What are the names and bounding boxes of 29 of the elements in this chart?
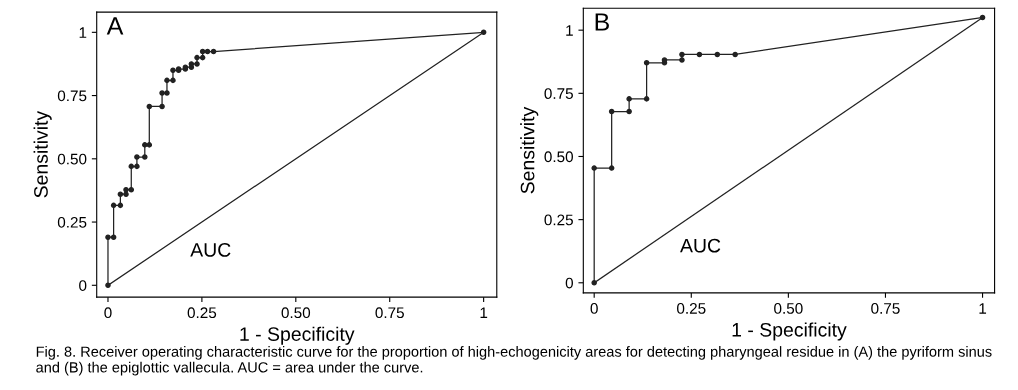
chart-title: A <box>106 17 124 35</box>
y-tick-label: 0.25 <box>57 216 87 228</box>
y-tick-label: 0.50 <box>544 151 573 163</box>
x-tick-label: 1 <box>480 307 488 318</box>
x-tick-label: 0.25 <box>677 303 706 314</box>
x-tick-label: 0.50 <box>281 307 311 319</box>
y-tick-label: 0 <box>79 280 87 291</box>
y-tick-label: 0.50 <box>57 153 87 165</box>
caption: Fig. 8. Receiver operating characteristic curve for the proportion of high-echogenicity areas for detecting pharyngeal residue in (A) the pyriform sinus and (B) the epiglottic vallecula. AUC = area under the curve. <box>36 346 992 376</box>
x-tick-label: 0.50 <box>774 303 803 314</box>
y-axis-title: Sensitivity <box>33 110 52 198</box>
x-axis-title: 1 - Specificity <box>732 322 847 341</box>
y-tick-label: 0.75 <box>57 90 87 102</box>
y-tick-label: 0.75 <box>544 88 573 100</box>
y-tick-label: 0 <box>565 277 573 289</box>
y-axis-title: Sensitivity <box>520 106 539 194</box>
x-tick-label: 0.25 <box>187 307 217 319</box>
x-tick-label: 0 <box>590 303 598 314</box>
x-tick-label: 0.75 <box>871 303 900 314</box>
y-tick-label: 1 <box>79 27 87 38</box>
x-tick-label: 0.75 <box>375 307 404 319</box>
x-axis-title: 1 - Specificity <box>240 326 355 345</box>
y-tick-label: 1 <box>566 25 573 36</box>
x-tick-label: 1 <box>979 303 987 314</box>
annotation: AUC <box>680 238 721 253</box>
annotation: AUC <box>190 243 231 257</box>
chart-title: B <box>595 13 609 31</box>
x-tick-label: 0 <box>104 307 112 319</box>
y-tick-label: 0.25 <box>544 214 573 226</box>
